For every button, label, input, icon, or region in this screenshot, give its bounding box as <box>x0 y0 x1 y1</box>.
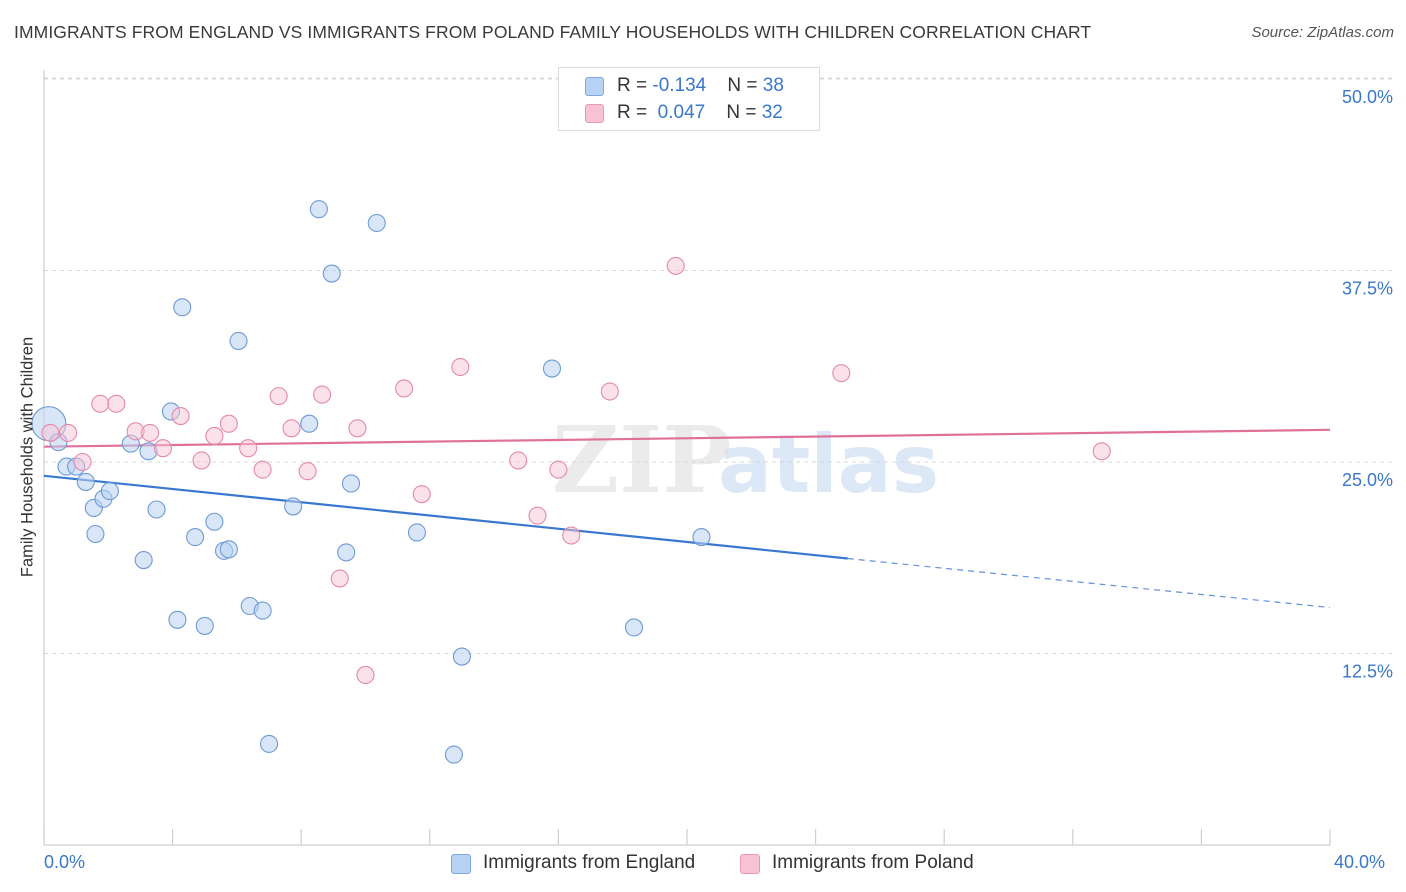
watermark-zip: ZIP <box>552 406 731 514</box>
poland-point-2 <box>73 452 92 472</box>
england-point-10 <box>134 550 153 570</box>
x-tick-label-max: 40.0% <box>1334 852 1386 872</box>
england-point-17 <box>195 616 214 635</box>
england-n-value: 38 <box>762 75 784 96</box>
england-point-31 <box>367 213 386 233</box>
poland-point-19 <box>348 419 367 438</box>
poland-point-20 <box>356 665 375 684</box>
poland-point-8 <box>171 406 190 426</box>
watermark-atlas: atlas <box>718 418 939 511</box>
england-trend-extension <box>847 557 1331 609</box>
y-tick-label-2: 37.5% <box>1342 279 1393 299</box>
poland-point-30 <box>832 364 851 383</box>
poland-point-6 <box>141 423 160 442</box>
england-trend-line <box>43 474 848 560</box>
england-point-21 <box>229 331 248 351</box>
england-point-16 <box>186 528 205 547</box>
gridlines <box>44 77 1393 654</box>
england-point-30 <box>341 474 361 493</box>
poland-point-18 <box>330 569 349 588</box>
poland-point-31 <box>1092 442 1111 461</box>
poland-point-21 <box>395 379 414 398</box>
poland-point-22 <box>412 485 431 504</box>
poland-point-28 <box>600 382 619 401</box>
england-point-28 <box>322 264 341 283</box>
poland-point-26 <box>549 460 568 479</box>
poland-point-29 <box>666 256 685 275</box>
poland-point-0 <box>41 423 60 442</box>
poland-point-9 <box>192 451 211 470</box>
poland-point-1 <box>59 423 78 442</box>
england-point-8 <box>100 482 119 501</box>
chart-title: IMMIGRANTS FROM ENGLAND VS IMMIGRANTS FR… <box>14 22 1092 42</box>
poland-point-24 <box>509 451 528 470</box>
poland-trend-line <box>43 428 1331 448</box>
correlation-legend: R = -0.134 N = 38 R = 0.047 N = 32 <box>558 67 820 131</box>
england-point-20 <box>219 540 238 559</box>
bottom-england-swatch <box>451 854 471 874</box>
poland-n-value: 32 <box>761 102 783 123</box>
trend-lines <box>43 428 1331 609</box>
england-r-label: R = <box>617 75 653 96</box>
y-tick-labels: 12.5% 25.0% 37.5% 50.0% <box>1342 87 1393 682</box>
england-point-26 <box>300 414 319 433</box>
england-point-4 <box>76 472 95 491</box>
poland-swatch <box>585 104 604 123</box>
england-point-33 <box>444 745 463 764</box>
poland-point-14 <box>269 387 288 406</box>
x-tick-label-min: 0.0% <box>44 852 86 872</box>
y-tick-label-1: 25.0% <box>1342 470 1393 490</box>
poland-point-25 <box>528 506 547 525</box>
axes <box>43 70 1331 846</box>
poland-point-13 <box>253 460 272 479</box>
poland-point-7 <box>153 439 173 458</box>
poland-point-17 <box>313 385 332 404</box>
poland-point-10 <box>205 426 224 446</box>
england-point-24 <box>259 734 279 753</box>
england-point-36 <box>624 618 644 637</box>
poland-n-label: N = <box>726 102 762 123</box>
england-point-23 <box>253 601 272 620</box>
poland-point-12 <box>239 439 258 458</box>
england-point-18 <box>205 512 224 531</box>
england-point-37 <box>692 528 711 547</box>
poland-point-23 <box>451 357 470 377</box>
england-point-35 <box>542 359 562 378</box>
y-axis-label: Family Households with Children <box>18 336 37 578</box>
poland-point-16 <box>298 462 317 481</box>
england-point-12 <box>147 500 166 519</box>
poland-r-value: 0.047 <box>657 102 706 123</box>
england-swatch <box>585 77 604 96</box>
poland-point-11 <box>219 414 238 433</box>
england-point-27 <box>309 200 328 219</box>
england-point-29 <box>337 543 356 562</box>
england-point-14 <box>168 610 187 629</box>
y-tick-label-3: 50.0% <box>1342 87 1393 107</box>
england-point-25 <box>284 497 303 516</box>
england-r-value: -0.134 <box>652 75 707 96</box>
england-point-34 <box>452 647 472 666</box>
bottom-england-label: Immigrants from England <box>483 852 696 873</box>
poland-r-label: R = <box>617 102 653 123</box>
poland-point-15 <box>282 419 301 438</box>
poland-point-27 <box>562 526 581 545</box>
poland-point-4 <box>107 394 126 413</box>
source-credit: Source: ZipAtlas.com <box>1251 24 1394 41</box>
data-points <box>31 200 1111 764</box>
england-n-label: N = <box>727 75 763 96</box>
england-point-32 <box>407 523 426 542</box>
y-tick-label-0: 12.5% <box>1342 662 1393 682</box>
poland-point-3 <box>91 394 110 413</box>
england-point-6 <box>86 524 105 544</box>
england-point-15 <box>173 298 192 317</box>
bottom-poland-swatch <box>740 854 760 874</box>
bottom-poland-label: Immigrants from Poland <box>772 852 974 873</box>
